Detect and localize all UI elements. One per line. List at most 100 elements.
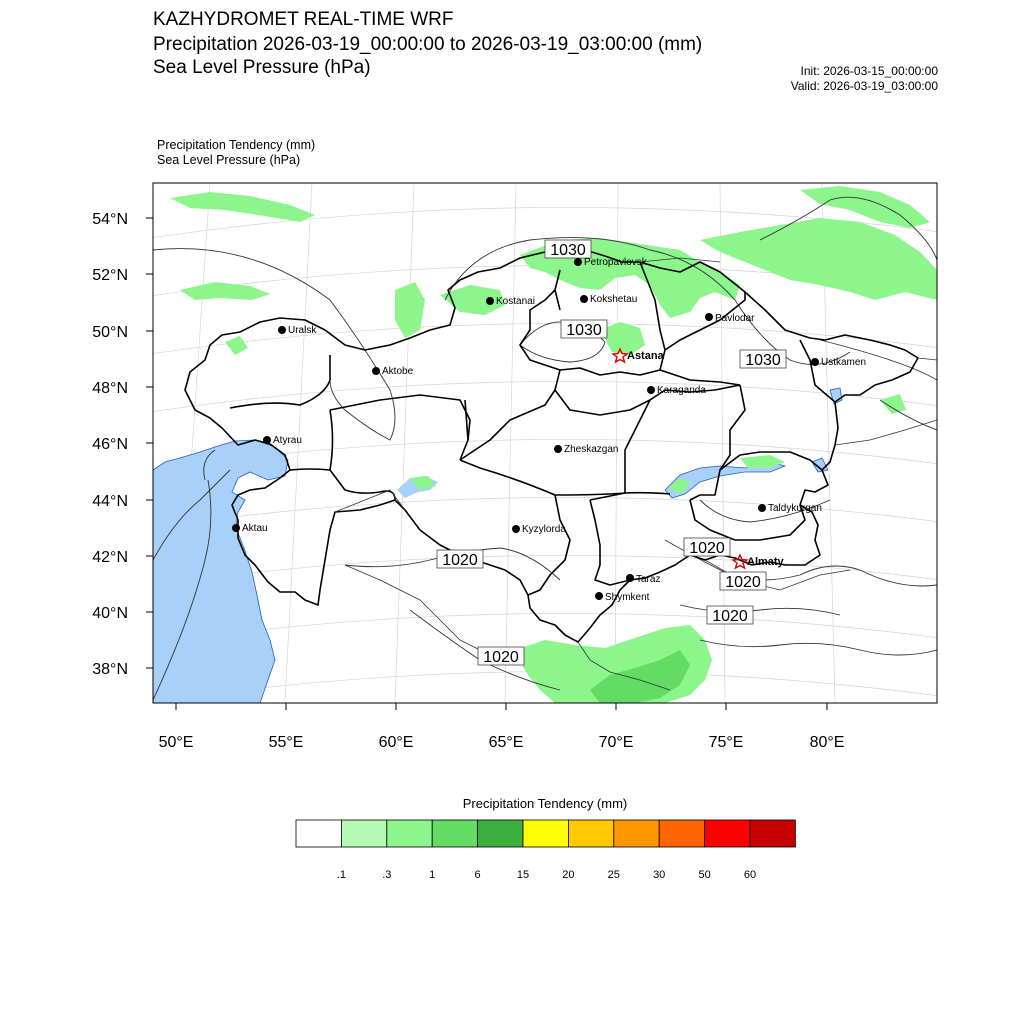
svg-text:Taldykurgan: Taldykurgan xyxy=(768,503,822,514)
city-kokshetau: Kokshetau xyxy=(580,294,637,305)
svg-text:Shymkent: Shymkent xyxy=(605,592,650,603)
svg-text:1020: 1020 xyxy=(483,649,519,666)
svg-text:1020: 1020 xyxy=(712,608,748,625)
svg-text:Almaty: Almaty xyxy=(747,556,785,568)
colorbar-box-5 xyxy=(522,819,569,848)
precip-aral-1 xyxy=(410,476,436,490)
colorbar-box-8 xyxy=(658,819,706,848)
city-petropavlovsk: Petropavlovsk xyxy=(574,257,648,268)
city-almaty: Almaty xyxy=(731,553,785,570)
lat-label-48: 48°N xyxy=(92,380,128,397)
isobars xyxy=(153,196,937,701)
svg-text:Aktau: Aktau xyxy=(242,523,268,534)
colorbar-tick-4: 15 xyxy=(517,869,529,881)
lon-label-50: 50°E xyxy=(159,734,194,751)
precip-northeast xyxy=(700,218,937,300)
isobar-label-1020-west: 1020 xyxy=(436,549,484,569)
lon-label-65: 65°E xyxy=(489,734,524,751)
caspian-sea xyxy=(153,439,289,703)
city-taldykurgan: Taldykurgan xyxy=(758,503,822,514)
city-uralsk: Uralsk xyxy=(278,325,317,336)
colorbar-tick-9: 60 xyxy=(744,869,756,881)
lon-label-75: 75°E xyxy=(709,734,744,751)
colorbar-box-3 xyxy=(431,819,479,848)
svg-text:Astana: Astana xyxy=(627,350,665,362)
balkhash-lake xyxy=(664,461,787,499)
city-shymkent: Shymkent xyxy=(595,592,650,603)
lat-labels: 54°N 52°N 50°N 48°N 46°N 44°N 42°N 40°N … xyxy=(92,211,128,678)
city-karaganda: Karaganda xyxy=(647,385,706,396)
svg-text:1030: 1030 xyxy=(550,242,586,259)
svg-text:Kostanai: Kostanai xyxy=(496,296,535,307)
colorbar-tick-8: 50 xyxy=(698,869,710,881)
subtitle-line-2: Sea Level Pressure (hPa) xyxy=(157,153,301,167)
isobar-label-1030-north: 1030 xyxy=(544,239,592,259)
isobar-labels: 1030 1030 1030 1020 1020 1020 xyxy=(436,239,787,666)
init-time: Init: 2026-03-15_00:00:00 xyxy=(800,64,938,78)
colorbar-tick-7: 30 xyxy=(653,869,665,881)
precip-west-lake xyxy=(225,336,248,355)
isobar-label-1030-center: 1030 xyxy=(560,319,608,339)
lat-label-40: 40°N xyxy=(92,605,128,622)
isobar-label-1020-south: 1020 xyxy=(706,605,754,625)
city-kostanai: Kostanai xyxy=(486,296,535,307)
precip-center-2 xyxy=(440,285,505,315)
colorbar-tick-5: 20 xyxy=(562,869,574,881)
city-atyrau: Atyrau xyxy=(263,435,302,446)
isobar-label-1020-southeast: 1020 xyxy=(719,571,767,591)
colorbar-box-1 xyxy=(340,819,388,848)
isobar-label-1020-southwest: 1020 xyxy=(477,646,525,666)
precip-kokshetau xyxy=(600,322,645,355)
city-aktobe: Aktobe xyxy=(372,366,414,377)
svg-text:Petropavlovsk: Petropavlovsk xyxy=(584,257,648,268)
colorbar-tick-6: 25 xyxy=(608,869,620,881)
colorbar-tick-0: .1 xyxy=(337,869,346,881)
axis-ticks xyxy=(146,217,828,710)
colorbar-tick-labels: .1 .3 1 6 15 20 25 30 50 60 xyxy=(337,869,756,881)
lon-label-80: 80°E xyxy=(810,734,845,751)
svg-text:1030: 1030 xyxy=(745,352,781,369)
svg-text:Karaganda: Karaganda xyxy=(657,385,706,396)
svg-text:1030: 1030 xyxy=(566,322,602,339)
city-astana: Astana xyxy=(611,347,665,364)
svg-text:Kokshetau: Kokshetau xyxy=(590,294,637,305)
colorbar-title: Precipitation Tendency (mm) xyxy=(463,796,628,811)
isobar-label-1020-almaty: 1020 xyxy=(683,537,731,557)
map-area: 1030 1030 1030 1020 1020 1020 xyxy=(153,183,937,703)
colorbar-box-0 xyxy=(295,819,342,848)
precip-center-1 xyxy=(395,282,425,338)
subtitle-line-1: Precipitation Tendency (mm) xyxy=(157,138,316,152)
svg-text:Taraz: Taraz xyxy=(636,574,660,585)
svg-text:1020: 1020 xyxy=(725,574,761,591)
colorbar-tick-1: .3 xyxy=(382,869,391,881)
city-zheskazgan: Zheskazgan xyxy=(554,444,618,455)
colorbar xyxy=(295,819,796,848)
lat-label-42: 42°N xyxy=(92,549,128,566)
colorbar-tick-3: 6 xyxy=(475,869,481,881)
svg-text:Zheskazgan: Zheskazgan xyxy=(564,444,618,455)
svg-text:Atyrau: Atyrau xyxy=(273,435,302,446)
city-aktau: Aktau xyxy=(232,523,268,534)
city-markers: Petropavlovsk Kostanai Kokshetau Pavloda… xyxy=(232,257,866,603)
city-ustkamen: Ustkamen xyxy=(811,357,866,368)
svg-text:Pavlodar: Pavlodar xyxy=(715,313,755,324)
precip-balkhash xyxy=(668,478,690,494)
city-taraz: Taraz xyxy=(626,574,660,585)
lat-label-46: 46°N xyxy=(92,436,128,453)
colorbar-box-7 xyxy=(613,819,660,848)
lat-label-54: 54°N xyxy=(92,211,128,228)
city-pavlodar: Pavlodar xyxy=(705,313,755,324)
svg-text:1020: 1020 xyxy=(689,540,725,557)
isobar-label-1030-east: 1030 xyxy=(739,349,787,369)
lon-label-60: 60°E xyxy=(379,734,414,751)
title-line-2: Precipitation 2026-03-19_00:00:00 to 202… xyxy=(153,34,703,55)
svg-text:Ustkamen: Ustkamen xyxy=(821,357,866,368)
svg-text:Uralsk: Uralsk xyxy=(288,325,317,336)
lat-label-50: 50°N xyxy=(92,324,128,341)
colorbar-box-6 xyxy=(568,819,615,848)
colorbar-box-4 xyxy=(477,819,524,848)
lat-label-52: 52°N xyxy=(92,267,128,284)
city-kyzylorda: Kyzylorda xyxy=(512,524,566,535)
lat-label-38: 38°N xyxy=(92,661,128,678)
